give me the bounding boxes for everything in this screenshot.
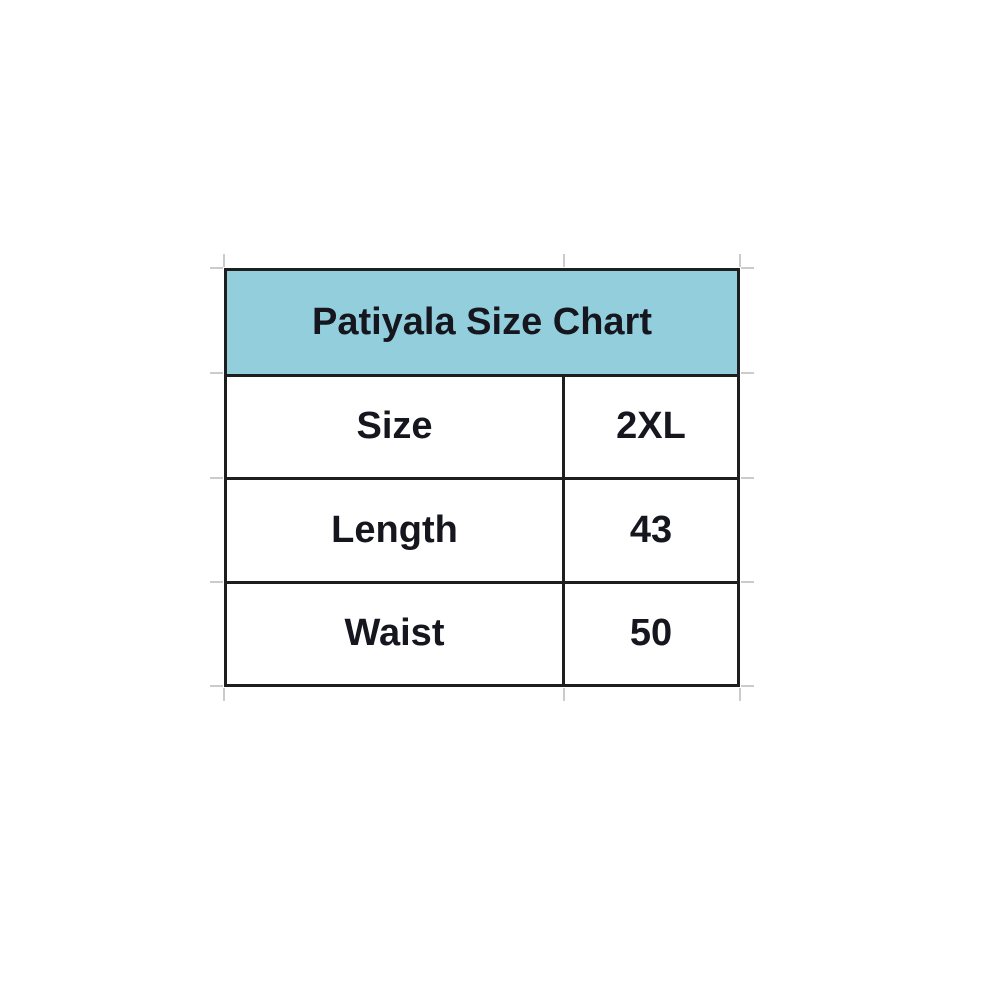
gridline-stub [563, 688, 565, 701]
table-row: Size 2XL [227, 376, 737, 480]
gridline-stub [210, 477, 223, 479]
gridline-stub [739, 688, 741, 701]
gridline-stub [739, 254, 741, 267]
gridline-stub [223, 254, 225, 267]
row-label: Waist [227, 583, 565, 684]
size-chart-header: Patiyala Size Chart [227, 271, 737, 377]
gridline-stub [210, 581, 223, 583]
gridline-stub [223, 688, 225, 701]
gridline-stub [741, 372, 754, 374]
gridline-stub [741, 477, 754, 479]
size-chart-title: Patiyala Size Chart [311, 300, 653, 343]
row-label: Length [227, 480, 565, 581]
gridline-stub [210, 685, 223, 687]
table-row: Length 43 [227, 480, 737, 584]
gridline-stub [563, 254, 565, 267]
gridline-stub [210, 372, 223, 374]
table-body: Size 2XL Length 43 Waist 50 [227, 376, 737, 684]
row-label: Size [227, 376, 565, 477]
row-value: 43 [629, 508, 673, 551]
gridline-stub [741, 267, 754, 269]
gridline-stub [210, 267, 223, 269]
row-value: 50 [629, 612, 673, 655]
gridline-stub [741, 581, 754, 583]
table-row: Waist 50 [227, 583, 737, 684]
row-value: 2XL [616, 405, 686, 448]
size-chart-table: Patiyala Size Chart Size 2XL Length 43 W… [224, 268, 740, 687]
gridline-stub [741, 685, 754, 687]
